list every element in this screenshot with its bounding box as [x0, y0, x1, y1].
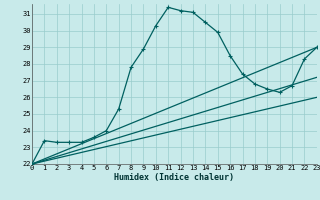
X-axis label: Humidex (Indice chaleur): Humidex (Indice chaleur) [115, 173, 234, 182]
